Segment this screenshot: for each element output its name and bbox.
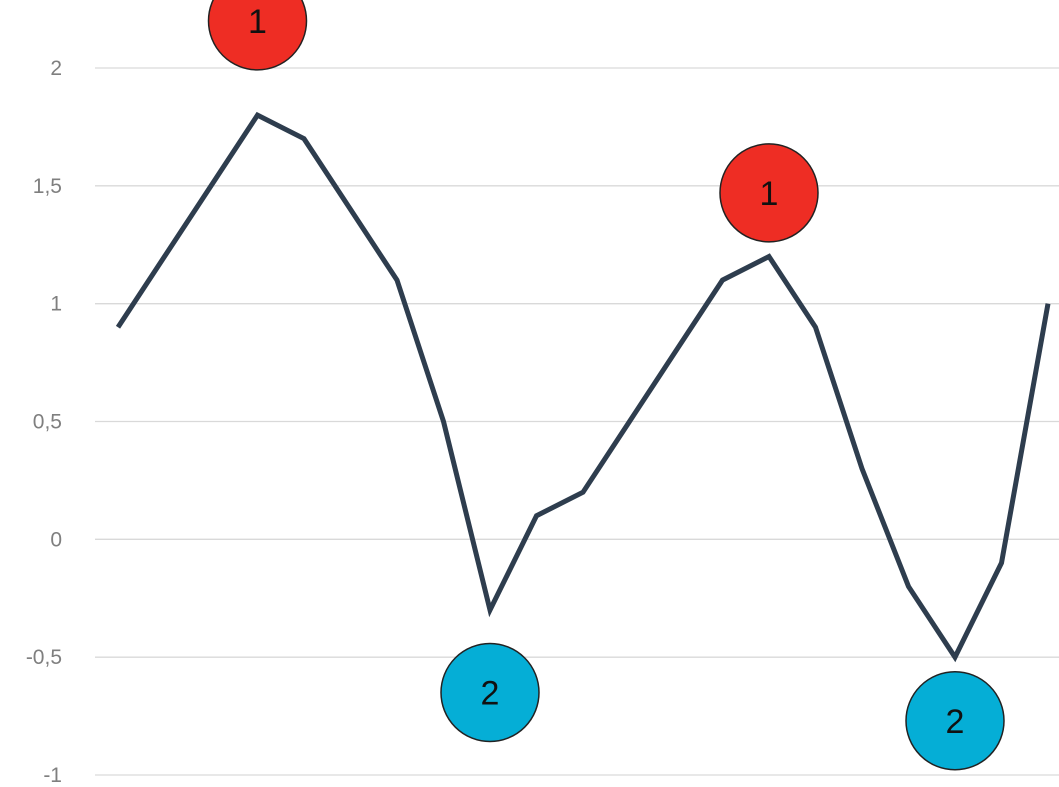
annotation-circle (905, 671, 1005, 771)
annotation-label: 1 (248, 3, 267, 41)
y-tick-label: 1 (50, 293, 62, 316)
annotation-badge: 2 (440, 642, 540, 743)
y-tick-label: 2 (50, 57, 62, 80)
y-tick-label: 0,5 (33, 411, 62, 434)
y-tick-label: 0 (50, 528, 62, 551)
annotation-label: 2 (946, 703, 965, 741)
annotation-badge: 2 (905, 671, 1005, 771)
annotation-badge: 1 (207, 0, 308, 71)
y-axis-tick-labels: 2 1,5 1 0,5 0 -0,5 -1 (26, 57, 62, 787)
annotation-circle (719, 143, 819, 243)
series-lines (115, 111, 1051, 663)
annotation-badges: 1 2 1 2 (207, 0, 1005, 771)
gridlines (95, 67, 1059, 776)
annotation-label: 1 (760, 175, 779, 213)
annotation-circle (440, 642, 540, 743)
annotation-badge: 1 (719, 143, 819, 243)
annotation-circle (207, 0, 308, 71)
y-tick-label: 1,5 (33, 175, 62, 198)
series-line (115, 111, 1051, 663)
y-tick-label: -1 (43, 764, 62, 787)
y-tick-label: -0,5 (26, 646, 62, 669)
annotation-label: 2 (481, 675, 500, 713)
